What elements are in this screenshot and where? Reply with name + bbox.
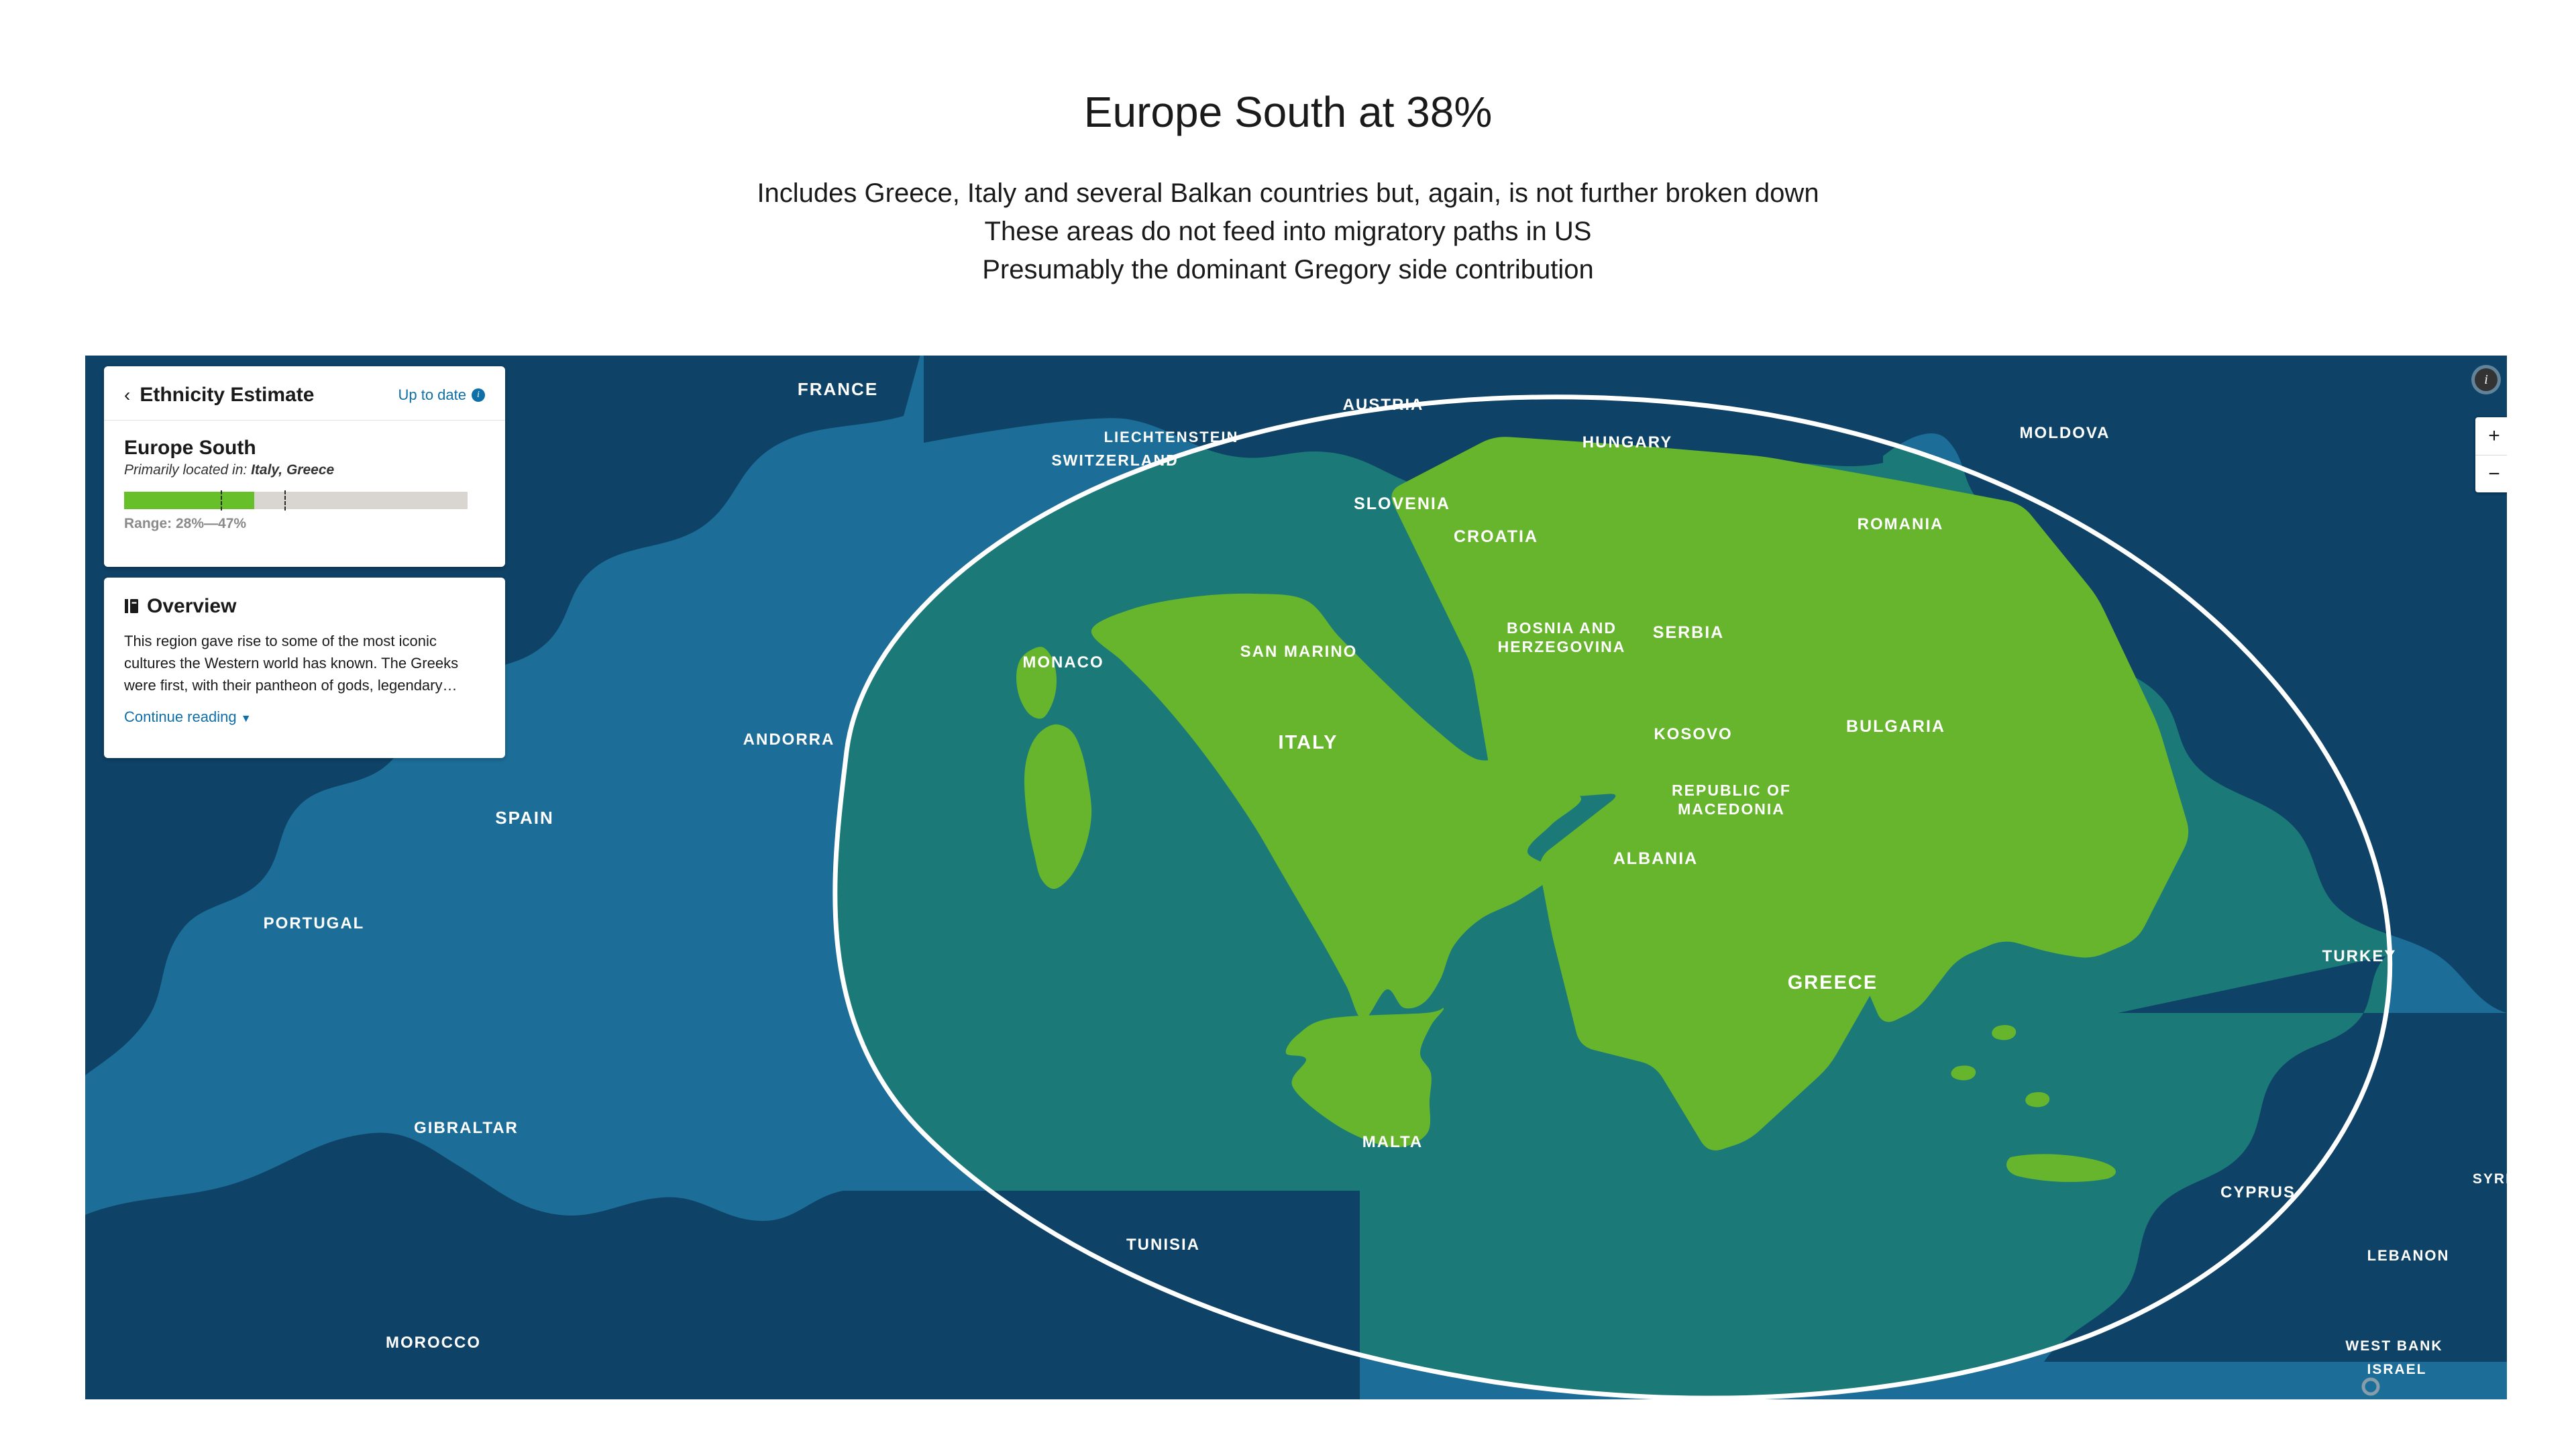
svg-text:TURKEY: TURKEY — [2322, 947, 2397, 965]
svg-text:MACEDONIA: MACEDONIA — [1678, 800, 1785, 818]
svg-text:FRANCE: FRANCE — [798, 379, 878, 399]
svg-text:SAN MARINO: SAN MARINO — [1240, 643, 1358, 661]
svg-text:LIECHTENSTEIN: LIECHTENSTEIN — [1104, 429, 1239, 445]
svg-text:MALTA: MALTA — [1362, 1133, 1423, 1151]
svg-text:SLOVENIA: SLOVENIA — [1354, 494, 1450, 513]
svg-text:SPAIN: SPAIN — [495, 808, 554, 828]
svg-text:SYRIA: SYRIA — [2473, 1171, 2507, 1187]
svg-text:KOSOVO: KOSOVO — [1654, 725, 1732, 743]
svg-text:SERBIA: SERBIA — [1653, 623, 1724, 642]
svg-text:ALBANIA: ALBANIA — [1613, 849, 1699, 868]
svg-text:SWITZERLAND: SWITZERLAND — [1051, 451, 1178, 469]
svg-text:GREECE: GREECE — [1788, 972, 1878, 994]
svg-text:ITALY: ITALY — [1279, 732, 1338, 753]
svg-text:LEBANON: LEBANON — [2367, 1247, 2450, 1264]
svg-text:ANDORRA: ANDORRA — [743, 731, 835, 749]
svg-text:WEST BANK: WEST BANK — [2345, 1338, 2443, 1354]
svg-text:BOSNIA AND: BOSNIA AND — [1507, 619, 1617, 637]
svg-text:HUNGARY: HUNGARY — [1582, 433, 1672, 451]
svg-text:MONACO: MONACO — [1022, 653, 1104, 672]
svg-text:CROATIA: CROATIA — [1454, 527, 1538, 546]
svg-text:REPUBLIC OF: REPUBLIC OF — [1672, 782, 1791, 799]
svg-text:PORTUGAL: PORTUGAL — [264, 914, 365, 932]
svg-text:BULGARIA: BULGARIA — [1846, 717, 1945, 736]
svg-text:MOLDOVA: MOLDOVA — [2020, 424, 2110, 442]
svg-text:GIBRALTAR: GIBRALTAR — [414, 1119, 519, 1137]
svg-text:ROMANIA: ROMANIA — [1858, 515, 1944, 533]
svg-text:TUNISIA: TUNISIA — [1126, 1236, 1200, 1254]
svg-text:AUSTRIA: AUSTRIA — [1343, 396, 1424, 414]
svg-text:CYPRUS: CYPRUS — [2220, 1183, 2296, 1201]
svg-text:MOROCCO: MOROCCO — [386, 1334, 481, 1352]
svg-text:ISRAEL: ISRAEL — [2367, 1362, 2426, 1377]
svg-text:HERZEGOVINA: HERZEGOVINA — [1498, 638, 1626, 655]
